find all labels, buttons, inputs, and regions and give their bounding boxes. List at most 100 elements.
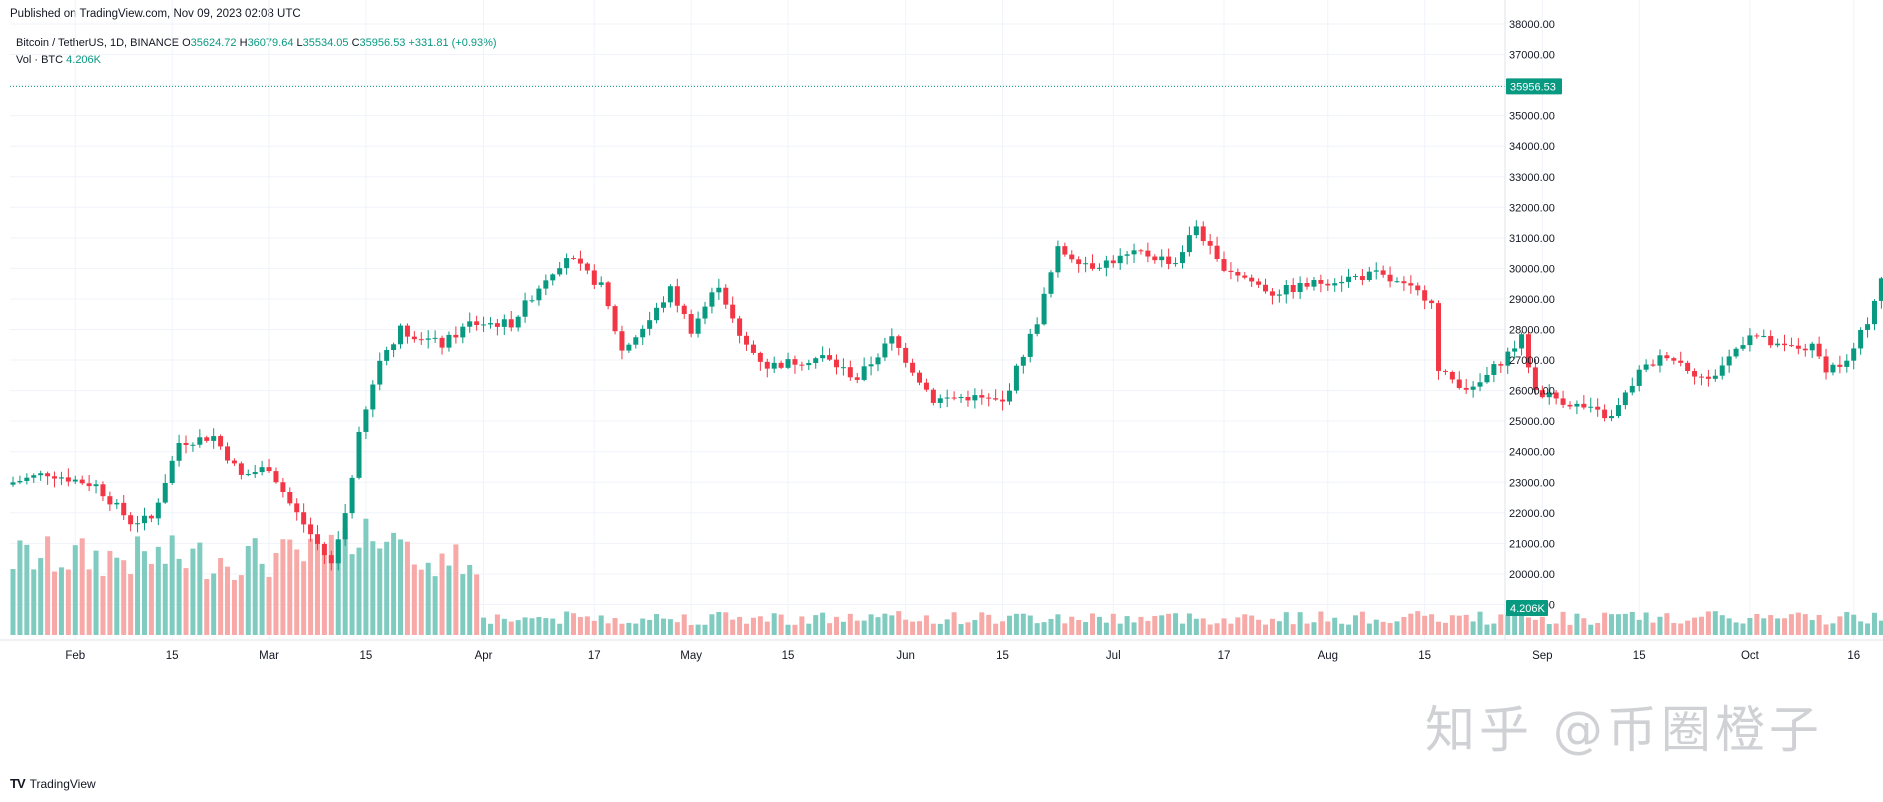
volume-bar xyxy=(723,612,729,635)
candle-body xyxy=(1339,281,1345,284)
volume-bar xyxy=(744,623,750,635)
change-value: +331.81 (+0.93%) xyxy=(408,37,497,49)
candle-body xyxy=(965,397,971,401)
candle-body xyxy=(342,513,348,540)
candle-body xyxy=(93,484,99,487)
candle-body xyxy=(1346,276,1352,282)
volume-bar xyxy=(266,576,272,635)
chart-grid xyxy=(10,0,1855,640)
volume-bar xyxy=(1609,614,1615,635)
candle-body xyxy=(584,263,590,271)
volume-bar xyxy=(1858,621,1864,635)
candle-body xyxy=(1352,276,1358,278)
candle-body xyxy=(571,258,577,260)
candle-body xyxy=(1076,259,1082,265)
candle-body xyxy=(1449,371,1455,380)
candle-body xyxy=(612,306,618,332)
volume-bar xyxy=(1837,616,1843,635)
candle-body xyxy=(398,325,404,345)
candle-body xyxy=(1878,278,1883,301)
candle-body xyxy=(1235,271,1241,276)
volume-bar xyxy=(1491,623,1497,635)
candle-body xyxy=(1837,364,1843,367)
volume-bar xyxy=(965,622,971,635)
candle-body xyxy=(688,314,694,334)
candle-body xyxy=(169,460,175,484)
candle-body xyxy=(1609,416,1615,419)
price-tick-label: 35000.00 xyxy=(1509,111,1555,123)
candle-body xyxy=(197,437,203,445)
tradingview-logo[interactable]: TV TradingView xyxy=(10,776,96,791)
candle-body xyxy=(79,479,85,484)
candle-body xyxy=(453,334,459,338)
volume-bar xyxy=(1456,615,1462,635)
volume-bar xyxy=(1463,614,1469,635)
price-tick-label: 38000.00 xyxy=(1509,19,1555,31)
candle-body xyxy=(1788,345,1794,347)
volume-bar xyxy=(1664,613,1670,635)
candle-body xyxy=(1782,343,1788,346)
candle-body xyxy=(1103,260,1109,268)
volume-bar xyxy=(1013,613,1019,635)
volume-bar xyxy=(1048,618,1054,635)
candle-body xyxy=(1380,270,1386,275)
candle-body xyxy=(321,543,327,556)
volume-bar xyxy=(709,614,715,635)
candle-body xyxy=(1332,283,1338,286)
volume-bar xyxy=(411,564,417,635)
volume-bar xyxy=(335,540,341,635)
volume-bar xyxy=(1401,616,1407,635)
volume-bar xyxy=(750,617,756,635)
candle-body xyxy=(1055,246,1061,273)
candle-body xyxy=(515,316,521,328)
volume-bar xyxy=(1076,620,1082,635)
time-tick-label: Feb xyxy=(65,650,85,662)
symbol-label[interactable]: Bitcoin / TetherUS, 1D, BINANCE xyxy=(16,37,180,49)
candle-body xyxy=(1422,290,1428,301)
candle-body xyxy=(1124,254,1130,256)
volume-bar xyxy=(972,620,978,635)
volume-label: Vol · BTC xyxy=(16,54,64,66)
volume-bar xyxy=(204,579,210,635)
volume-bar xyxy=(1844,612,1850,635)
candle-body xyxy=(958,397,964,399)
candle-body xyxy=(1726,356,1732,366)
volume-bar xyxy=(820,612,826,635)
candle-body xyxy=(647,320,653,329)
candle-body xyxy=(1366,271,1372,281)
volume-bar xyxy=(398,539,404,635)
volume-bar xyxy=(148,563,154,635)
candle-body xyxy=(591,270,597,285)
volume-bar xyxy=(10,569,16,635)
volume-bar xyxy=(1096,616,1102,635)
volume-bar xyxy=(128,574,134,635)
volume-bar xyxy=(771,613,777,635)
candle-body xyxy=(1387,274,1393,282)
volume-bar xyxy=(1269,618,1275,635)
volume-bar xyxy=(1830,623,1836,635)
volume-bar xyxy=(17,540,23,635)
candle-body xyxy=(1560,398,1566,405)
candle-body xyxy=(1643,364,1649,370)
candle-body xyxy=(889,336,895,344)
candle-body xyxy=(1830,364,1836,373)
candle-body xyxy=(1242,275,1248,278)
volume-bar xyxy=(702,624,708,635)
time-tick-label: Mar xyxy=(259,650,279,662)
volume-bar xyxy=(321,555,327,635)
candle-body xyxy=(1615,405,1621,417)
candle-body xyxy=(1166,256,1172,265)
volume-bar xyxy=(245,545,251,635)
price-tick-label: 31000.00 xyxy=(1509,233,1555,245)
volume-bar xyxy=(1740,623,1746,635)
candle-body xyxy=(993,398,999,400)
volume-bar xyxy=(494,614,500,635)
volume-bar xyxy=(121,560,127,635)
volume-bar xyxy=(1498,614,1504,635)
candle-body xyxy=(1359,276,1365,281)
volume-bar xyxy=(72,545,78,635)
volume-bar xyxy=(79,538,85,635)
volume-bar xyxy=(259,563,265,635)
candle-body xyxy=(58,477,64,479)
